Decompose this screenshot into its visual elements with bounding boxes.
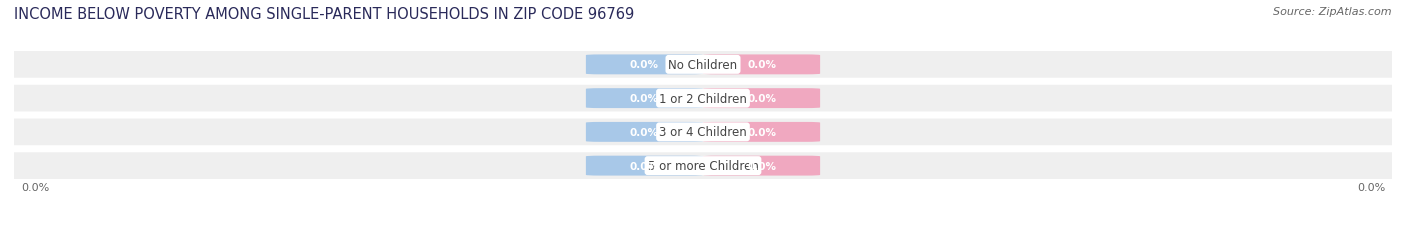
Text: 0.0%: 0.0% (747, 161, 776, 171)
Text: 3 or 4 Children: 3 or 4 Children (659, 126, 747, 139)
FancyBboxPatch shape (586, 89, 703, 109)
Text: 0.0%: 0.0% (747, 60, 776, 70)
Text: 0.0%: 0.0% (747, 127, 776, 137)
FancyBboxPatch shape (703, 55, 820, 75)
FancyBboxPatch shape (703, 89, 820, 109)
Text: Source: ZipAtlas.com: Source: ZipAtlas.com (1274, 7, 1392, 17)
Text: 0.0%: 0.0% (630, 127, 659, 137)
Text: 0.0%: 0.0% (21, 182, 49, 192)
FancyBboxPatch shape (4, 119, 1402, 146)
Text: 1 or 2 Children: 1 or 2 Children (659, 92, 747, 105)
FancyBboxPatch shape (586, 55, 703, 75)
Text: 0.0%: 0.0% (747, 94, 776, 104)
FancyBboxPatch shape (4, 52, 1402, 78)
FancyBboxPatch shape (703, 122, 820, 142)
Text: 5 or more Children: 5 or more Children (648, 159, 758, 172)
FancyBboxPatch shape (4, 153, 1402, 179)
Text: 0.0%: 0.0% (630, 60, 659, 70)
Text: 0.0%: 0.0% (630, 161, 659, 171)
Text: 0.0%: 0.0% (630, 94, 659, 104)
FancyBboxPatch shape (703, 156, 820, 176)
FancyBboxPatch shape (586, 156, 703, 176)
FancyBboxPatch shape (4, 85, 1402, 112)
Text: No Children: No Children (668, 59, 738, 72)
Text: INCOME BELOW POVERTY AMONG SINGLE-PARENT HOUSEHOLDS IN ZIP CODE 96769: INCOME BELOW POVERTY AMONG SINGLE-PARENT… (14, 7, 634, 22)
Text: 0.0%: 0.0% (1357, 182, 1385, 192)
FancyBboxPatch shape (586, 122, 703, 142)
